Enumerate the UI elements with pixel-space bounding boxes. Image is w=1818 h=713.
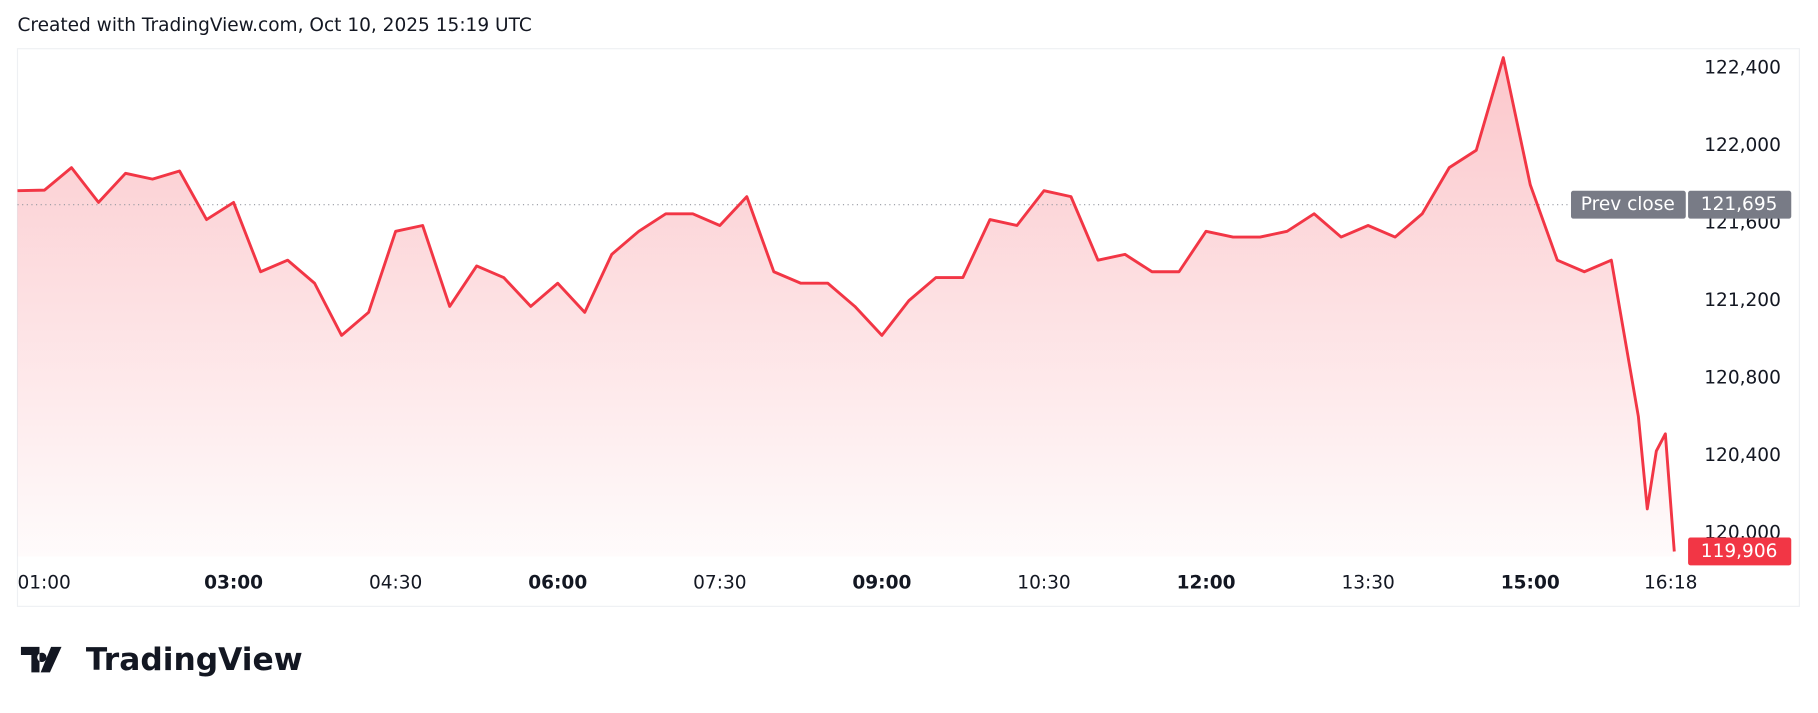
area xyxy=(17,57,1675,557)
x-tick-label: 03:00 xyxy=(204,573,263,594)
y-tick-label: 120,400 xyxy=(1704,445,1781,466)
y-tick-label: 121,200 xyxy=(1704,290,1781,311)
logo: TradingView xyxy=(20,642,303,678)
x-tick-label: 13:30 xyxy=(1341,573,1394,594)
x-tick-label: 04:30 xyxy=(369,573,422,594)
last-value-label: 119,906 xyxy=(1701,541,1778,562)
x-tick-label: 15:00 xyxy=(1501,573,1560,594)
price-line xyxy=(17,56,1676,552)
logo-icon xyxy=(20,646,62,673)
x-tick-label: 01:00 xyxy=(17,573,70,594)
x-tick-label: 06:00 xyxy=(528,573,587,594)
x-tick-label: 07:30 xyxy=(693,573,746,594)
y-tick-label: 122,000 xyxy=(1704,135,1781,156)
prev-close-tag xyxy=(1570,190,1686,219)
x-tick-label: 16:18 xyxy=(1644,573,1697,594)
x-tick-label: 12:00 xyxy=(1177,573,1236,594)
prev-close-label: Prev close xyxy=(1581,194,1675,215)
y-tick-label: 120,800 xyxy=(1704,368,1781,389)
last-value-tag xyxy=(1688,537,1792,566)
x-tick-label: 09:00 xyxy=(852,573,911,594)
x-tick-label: 10:30 xyxy=(1017,573,1070,594)
prev-close-value: 121,695 xyxy=(1701,194,1778,215)
y-tick-label: 122,400 xyxy=(1704,58,1781,79)
prev-close-value-tag xyxy=(1688,190,1792,219)
logo-text: TradingView xyxy=(86,642,303,678)
header: Created with TradingView.com, Oct 10, 20… xyxy=(17,15,531,36)
